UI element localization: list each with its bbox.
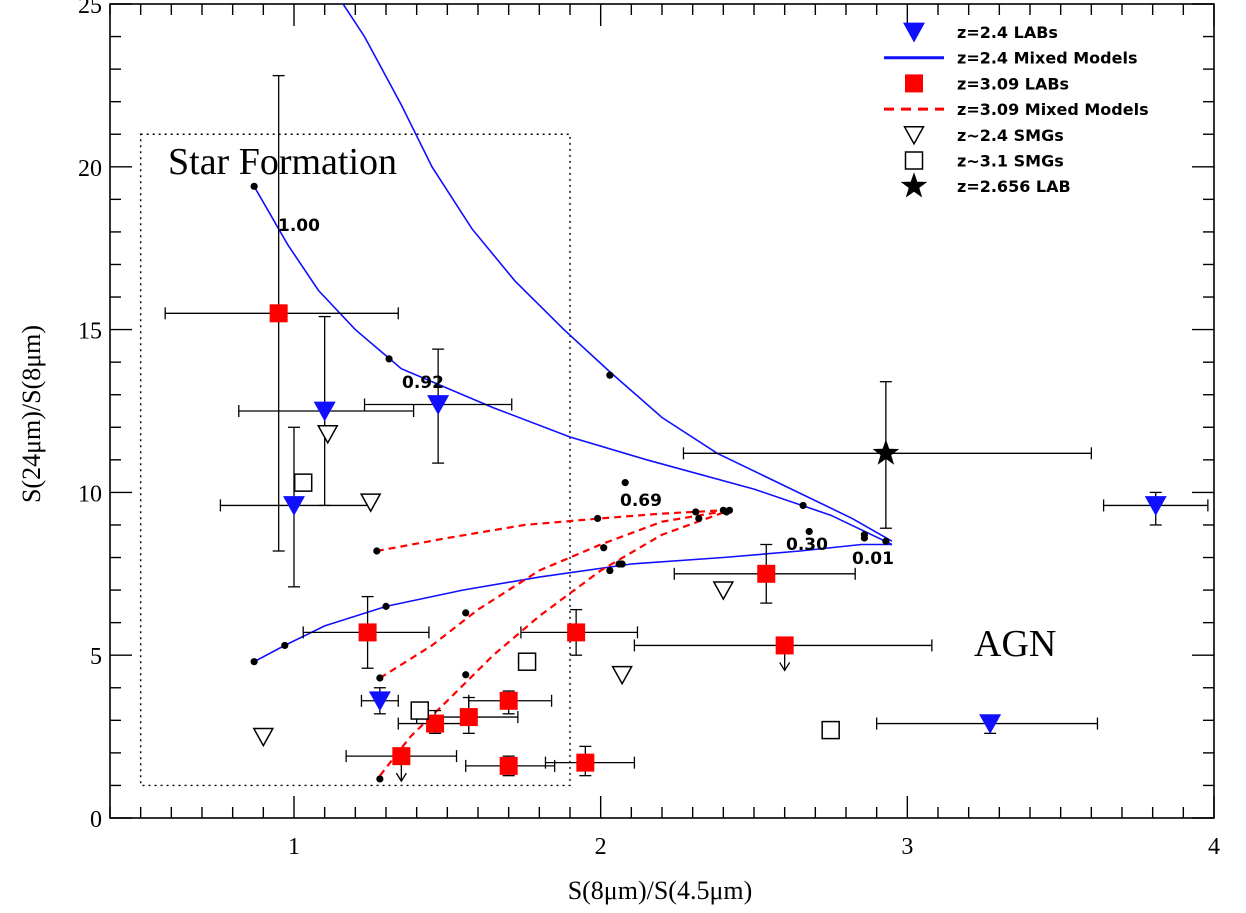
y-tick-label: 20	[78, 156, 102, 182]
data-point	[499, 756, 518, 775]
y-tick-label: 25	[78, 0, 102, 19]
model-point	[618, 560, 626, 568]
legend-label: z~3.1 SMGs	[957, 152, 1064, 171]
y-tick-label: 15	[78, 319, 102, 345]
data-point	[757, 564, 776, 583]
legend-symbol	[900, 172, 928, 198]
data-point	[979, 714, 1002, 735]
x-tick-label: 4	[1208, 834, 1220, 860]
model-point	[725, 506, 734, 514]
legend-label: z=2.656 LAB	[957, 177, 1071, 196]
data-point	[316, 424, 339, 445]
model-curve	[253, 543, 892, 663]
model-point	[882, 537, 890, 545]
data-markers	[252, 304, 1167, 775]
fraction-label-0-01: 0.01	[852, 549, 894, 569]
y-tick-label: 10	[78, 481, 102, 507]
data-point	[821, 720, 840, 740]
model-point	[376, 674, 384, 682]
data-point	[358, 623, 377, 642]
model-curve	[376, 509, 724, 553]
data-point	[567, 623, 586, 642]
y-axis-label: S(24μm)/S(8μm)	[17, 325, 46, 503]
model-point	[860, 531, 869, 539]
upper-limit-arrowhead	[779, 662, 791, 672]
model-point	[805, 527, 813, 536]
model-point	[606, 566, 614, 575]
x-tick-label: 1	[288, 834, 300, 860]
fraction-label-0-69: 0.69	[620, 491, 662, 511]
x-tick-label: 2	[595, 834, 607, 860]
legend-label: z=3.09 Mixed Models	[957, 100, 1149, 119]
legend-label: z~2.4 SMGs	[957, 126, 1064, 145]
data-point	[427, 395, 450, 415]
model-point	[281, 641, 289, 650]
data-point	[269, 304, 288, 323]
model-curve	[379, 509, 730, 777]
model-point	[600, 544, 608, 552]
axis-ticks	[109, 3, 1215, 819]
data-point	[392, 747, 411, 766]
model-point	[606, 371, 614, 379]
data-point	[1144, 496, 1167, 516]
model-point	[373, 547, 381, 555]
data-point	[359, 493, 382, 513]
legend-symbol	[904, 151, 924, 170]
data-point	[775, 636, 794, 655]
model-point	[692, 508, 700, 516]
data-point	[499, 691, 518, 710]
data-point	[252, 727, 275, 748]
star-formation-label: Star Formation	[168, 141, 397, 183]
legend: z=2.4 LABs z=2.4 Mixed Models z=3.09 LABs z…	[884, 22, 1149, 198]
model-point	[621, 479, 629, 487]
y-tick-labels: 0 5 10 15 20 25	[78, 0, 102, 833]
model-point	[799, 501, 807, 510]
legend-symbol	[905, 74, 923, 93]
legend-label: z=2.4 LABs	[957, 23, 1058, 42]
data-point	[712, 581, 735, 601]
model-point	[250, 658, 258, 666]
model-point	[695, 514, 703, 523]
data-point	[313, 401, 336, 422]
y-tick-label: 5	[90, 644, 102, 670]
model-point	[594, 514, 602, 523]
x-axis-label: S(8μm)/S(4.5μm)	[568, 876, 753, 905]
x-tick-label: 3	[901, 834, 913, 860]
upper-limit-arrowhead	[395, 772, 407, 783]
fraction-label-0-92: 0.92	[402, 373, 444, 393]
data-point	[872, 439, 900, 465]
model-curve	[342, 4, 893, 542]
legend-label: z=2.4 Mixed Models	[957, 49, 1137, 68]
data-point	[576, 753, 595, 772]
data-point	[426, 714, 445, 733]
agn-label: AGN	[974, 623, 1056, 665]
model-curve	[253, 185, 893, 546]
model-curve	[379, 509, 730, 679]
data-point	[517, 652, 537, 671]
data-point	[611, 665, 633, 686]
model-point	[382, 602, 390, 610]
data-point	[410, 701, 429, 720]
x-tick-labels: 1 2 3 4	[288, 834, 1220, 860]
model-curves	[250, 4, 893, 783]
model-point	[385, 355, 393, 363]
fraction-label-0-30: 0.30	[786, 535, 828, 555]
legend-symbol	[903, 125, 925, 146]
data-point	[459, 708, 478, 727]
y-tick-label: 0	[90, 807, 102, 833]
model-point	[250, 182, 258, 190]
model-point	[376, 775, 384, 783]
data-point	[283, 496, 305, 516]
model-point	[462, 609, 470, 617]
fraction-label-1-00: 1.00	[278, 216, 320, 236]
data-point	[368, 691, 391, 712]
star-formation-region-box	[139, 133, 571, 787]
data-point	[293, 473, 313, 492]
legend-symbol	[903, 22, 925, 43]
model-point	[462, 671, 470, 679]
legend-label: z=3.09 LABs	[957, 74, 1069, 93]
